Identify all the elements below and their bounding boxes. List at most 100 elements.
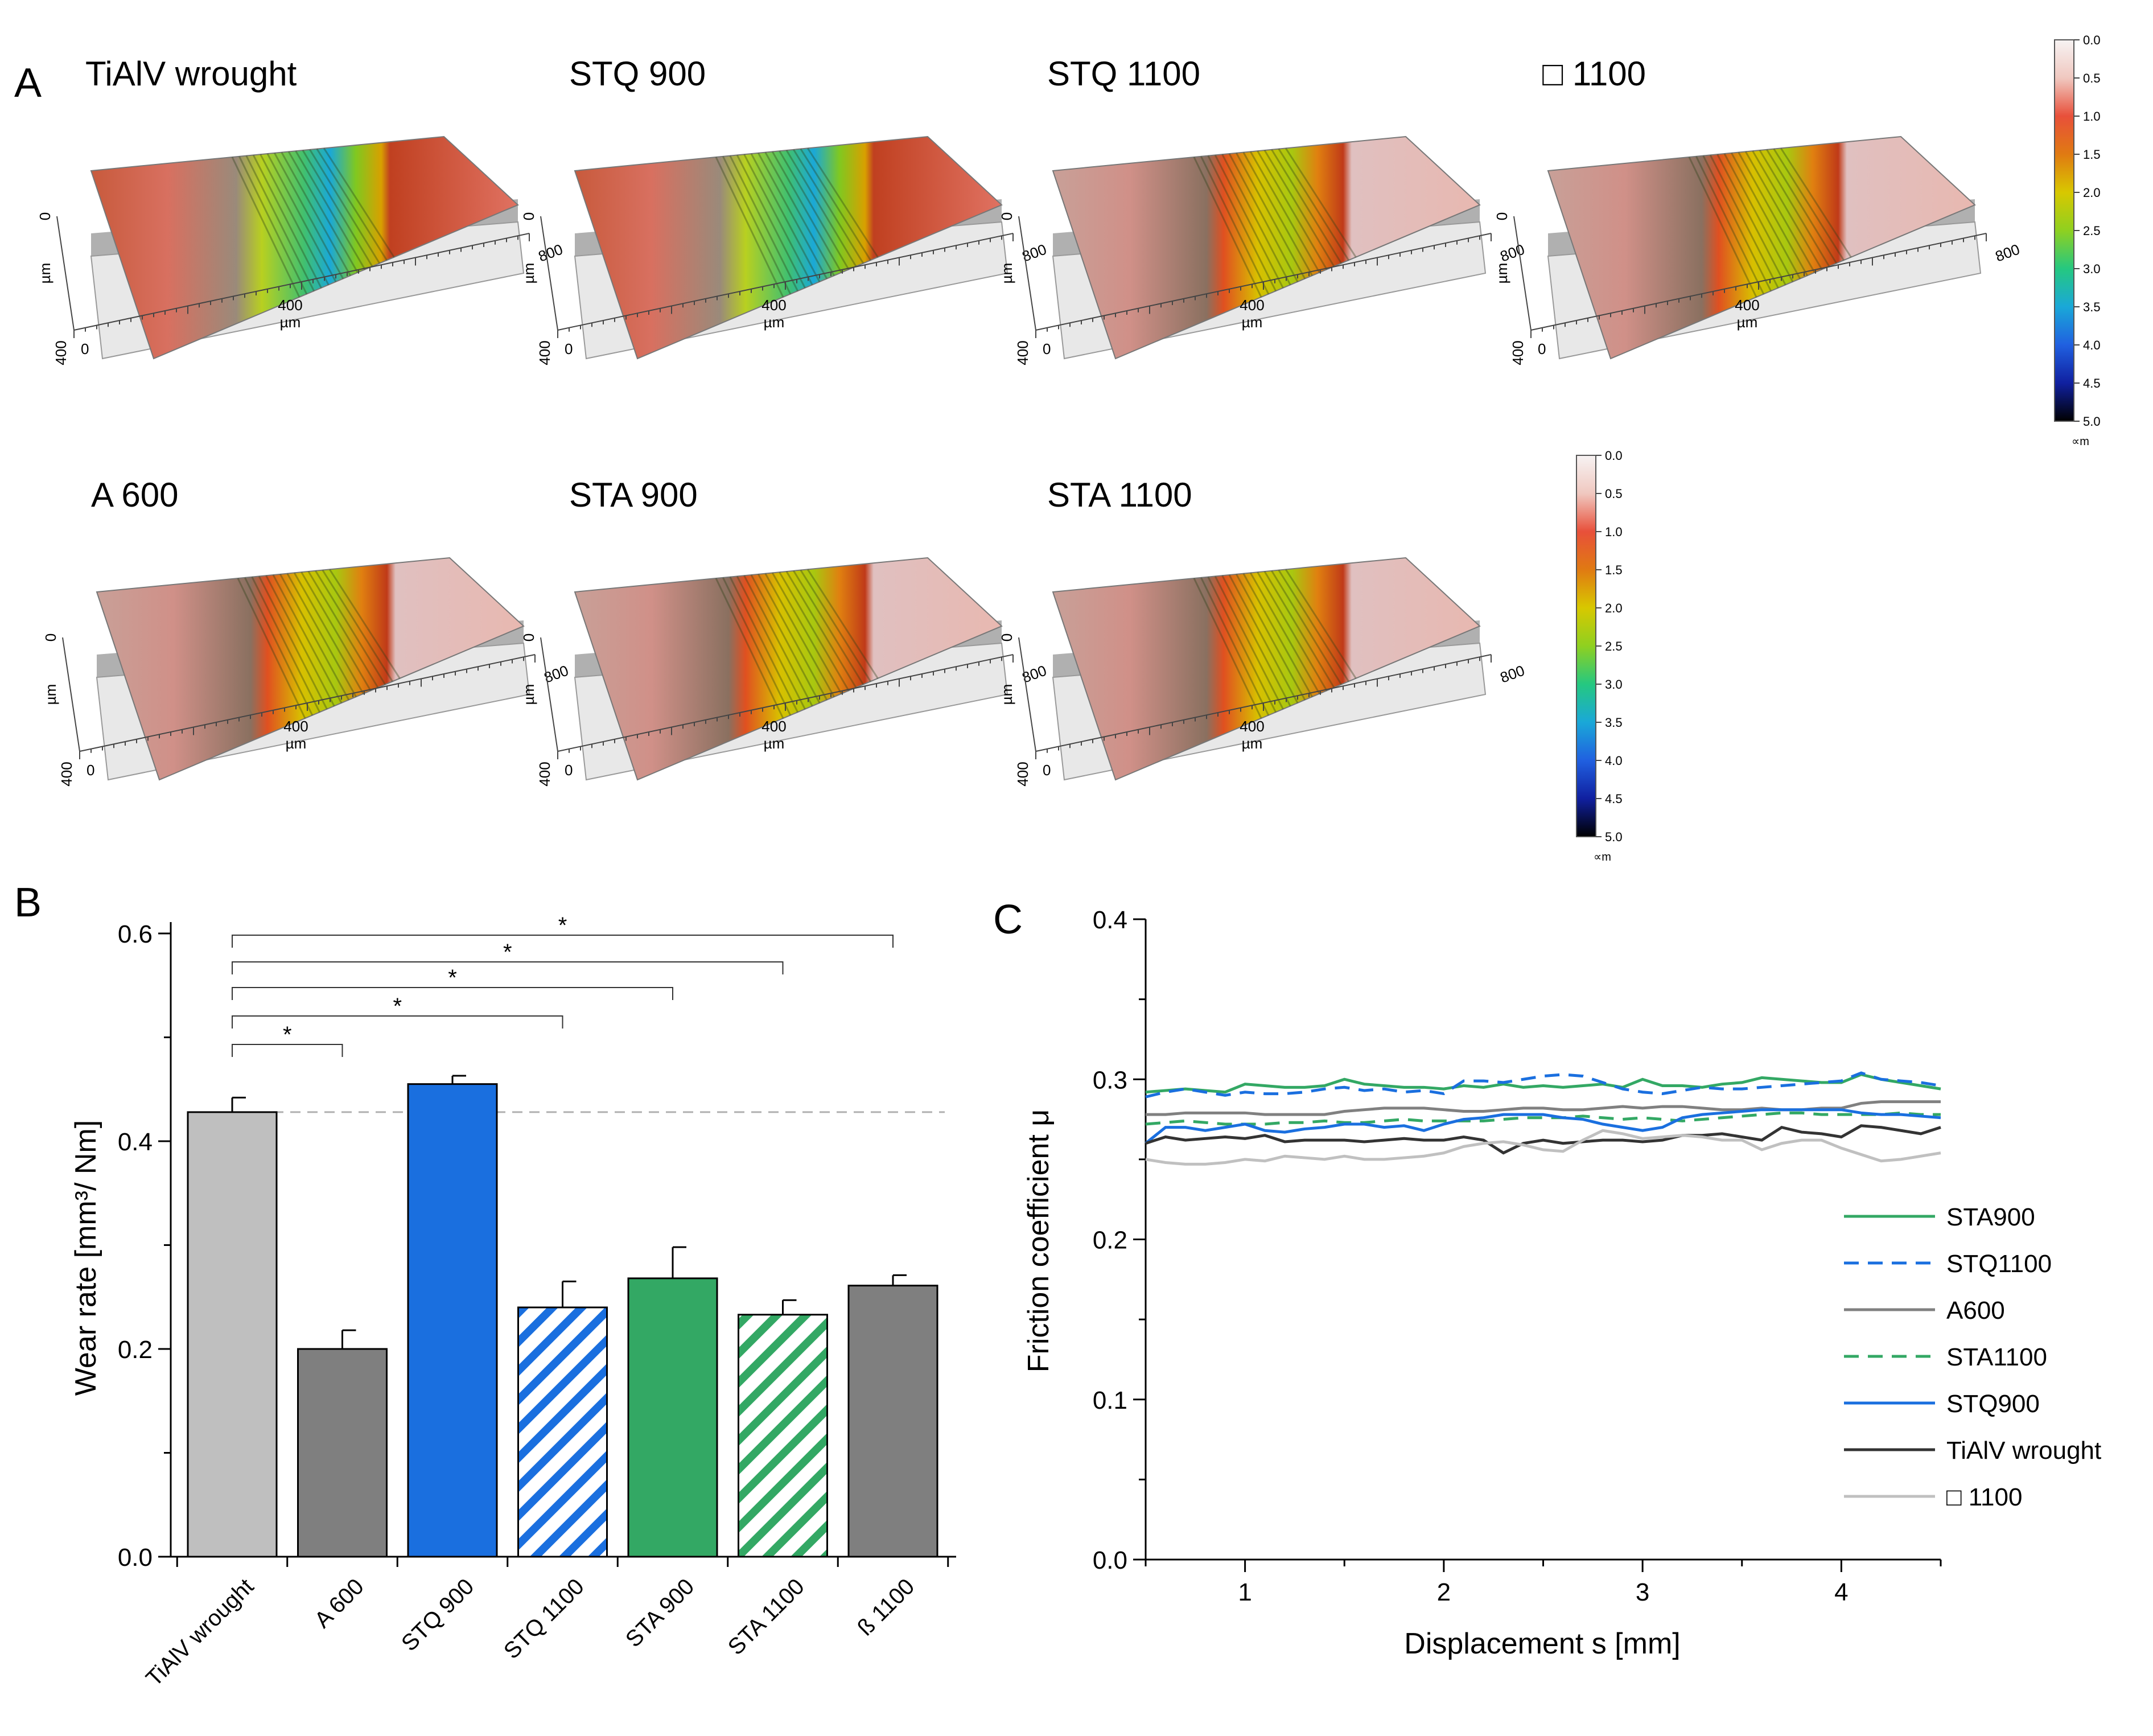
x-tick-mid: 400 [761,297,786,314]
colorbar-unit: ∝m [2072,435,2089,448]
y-tick-label: 0.4 [118,1128,153,1156]
x-tick-origin: 0 [1538,340,1546,357]
x-tick-end: 800 [1498,662,1527,686]
wear-track-ridges [237,569,401,719]
x-axis-label: Displacement s [mm] [1404,1627,1680,1660]
series-line [1145,1073,1941,1094]
legend-label: TiAlV wrought [1946,1437,2101,1465]
colorbar-unit: ∝m [1594,851,1611,863]
colorbar-tick-label: 5.0 [2083,414,2101,429]
scan-axes [1018,637,1492,759]
y-tick-label: 0.6 [118,920,153,948]
significance-star: * [393,994,402,1019]
panel-label-c: C [993,897,1023,943]
scan-axes [56,216,530,338]
bar [517,1306,608,1558]
x-axis-unit: µm [1242,735,1263,752]
significance-brackets: * * * * * [232,913,894,1057]
y-axis-unit: µm [1493,263,1510,284]
panel-c-friction-chart: Friction coefficient μ Displacement s [m… [1022,906,2101,1660]
colorbar-tick-label: 3.5 [1605,715,1623,730]
axes: 0.0 0.1 0.2 0.3 0.4 1 2 3 4 [1093,906,1942,1606]
y-tick-start: 0 [520,633,537,641]
x-axis: TiAlV wrought A 600 STQ 900 STQ 1100 STA 900… [141,1556,956,1691]
bar [187,1111,278,1558]
scan-title: TiAlV wrought [85,55,297,93]
y-axis-unit: µm [42,684,59,705]
x-tick-label: STQ 900 [397,1574,479,1656]
y-axis-unit: µm [520,684,537,705]
y-axis-unit: µm [998,263,1015,284]
x-tick-origin: 0 [87,762,94,779]
legend-label: STQ900 [1946,1390,2040,1418]
surface-top [574,135,1003,360]
x-tick-end: 800 [536,241,565,265]
y-tick-label: 0.2 [118,1336,153,1364]
x-axis-unit: µm [280,314,301,331]
legend-label: STA900 [1946,1203,2035,1231]
scan-axes [62,637,536,759]
y-tick-label: 0.4 [1093,906,1127,934]
significance-star: * [503,940,512,965]
colorbar-tick-label: 1.5 [1605,563,1623,577]
colorbar-tick-label: 1.5 [2083,147,2101,162]
x-axis-unit: µm [1737,314,1758,331]
colorbar-tick-label: 2.0 [1605,601,1623,615]
x-tick-origin: 0 [1043,762,1051,779]
legend-label: STQ1100 [1946,1250,2052,1278]
series-line [1145,1111,1941,1126]
y-tick-end: 400 [536,762,553,786]
x-tick-end: 800 [1498,241,1527,265]
wear-track-ridges [715,147,879,298]
wear-track-ridges [231,147,395,298]
y-tick-end: 400 [58,762,75,786]
scan-axes [540,216,1014,338]
x-tick-mid: 400 [283,718,308,735]
colorbar-depth-bottom: 0.0 0.5 1.0 1.5 2.0 2.5 3.0 3.5 4.0 4.5 5.0 ∝m [1576,449,1623,863]
colorbar-gradient [1576,455,1596,837]
y-axis: 0.0 0.2 0.4 0.6 [118,920,172,1572]
x-tick-mid: 400 [1240,718,1264,735]
series-line [1145,1108,1941,1145]
x-tick-label: 3 [1636,1578,1649,1606]
panel-label-a: A [14,60,42,106]
x-tick-origin: 0 [565,762,573,779]
colorbar-tick-label: 4.5 [2083,376,2101,390]
colorbar-tick-label: 1.0 [2083,109,2101,124]
y-tick-end: 400 [1014,762,1031,786]
series-line [1145,1129,1941,1166]
bar [738,1314,828,1558]
x-tick-label: STA 1100 [723,1574,809,1660]
y-tick-label: 0.1 [1093,1387,1127,1414]
colorbar-tick-label: 3.0 [2083,262,2101,276]
wear-track-ridges [1688,147,1852,298]
y-tick-end: 400 [52,340,69,365]
wear-track-ridges [1193,147,1357,298]
scan-title: □ 1100 [1542,55,1646,93]
x-tick-label: 1 [1238,1578,1252,1606]
colorbar-tick-label: 0.0 [1605,449,1623,463]
colorbar-tick-label: 0.0 [2083,33,2101,47]
scan-title: STA 900 [569,476,698,514]
scan-axes [1018,216,1492,338]
significance-bracket [232,1044,343,1057]
x-tick-label: 2 [1437,1578,1451,1606]
bar [847,1285,938,1558]
x-axis-unit: µm [764,735,785,752]
surface-top [90,135,519,360]
significance-bracket [232,1015,563,1029]
colorbar-depth-top: 0.0 0.5 1.0 1.5 2.0 2.5 3.0 3.5 4.0 4.5 5.0 ∝m [2054,33,2101,448]
colorbar-tick-label: 2.0 [2083,186,2101,200]
y-tick-label: 0.0 [118,1544,153,1572]
y-tick-end: 400 [1509,340,1526,365]
x-tick-label: 4 [1834,1578,1848,1606]
bars [187,1075,938,1558]
scan-title: STQ 1100 [1047,55,1200,93]
significance-bracket [232,935,894,948]
colorbar-tick-label: 0.5 [1605,487,1623,501]
